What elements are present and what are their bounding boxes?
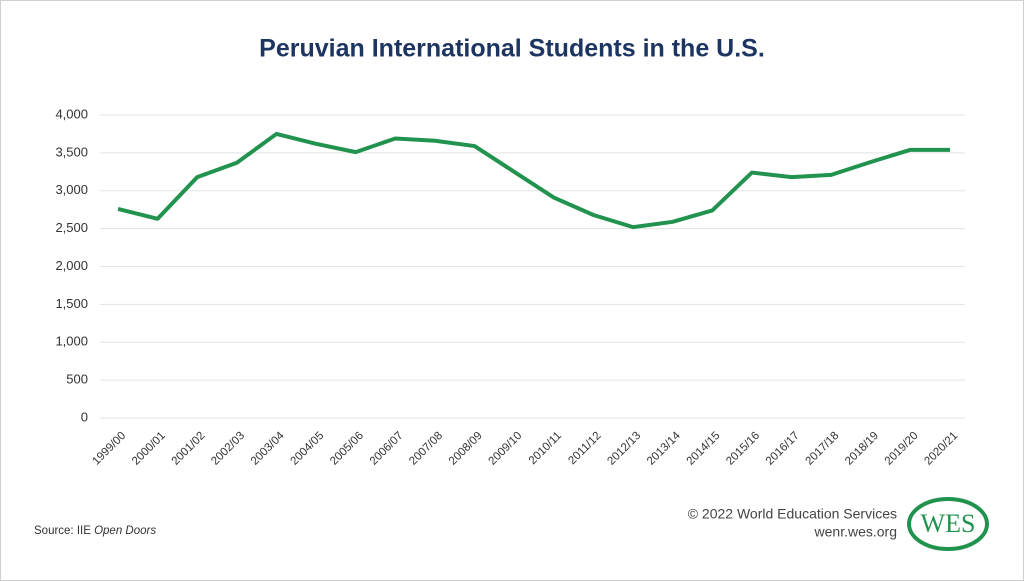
y-tick-label: 2,000 — [55, 258, 88, 273]
y-tick-label: 1,500 — [55, 296, 88, 311]
source-italic: Open Doors — [94, 525, 156, 537]
line — [117, 131, 950, 230]
source: Source: IIE Open Doors — [34, 525, 156, 537]
y-tick-label: 3,000 — [55, 182, 88, 197]
website: wenr.wes.org — [814, 524, 897, 540]
logo-ring — [907, 497, 989, 551]
y-tick-label: 4,000 — [55, 106, 88, 121]
chart-title: Peruvian International Students in the U… — [259, 35, 765, 63]
y-tick-label: 1,000 — [55, 334, 88, 349]
source-text: Source: IIE — [34, 525, 91, 537]
y-tick-label: 3,500 — [55, 144, 88, 159]
copyright: © 2022 World Education Services — [688, 506, 897, 522]
y-tick-label: 0 — [81, 409, 88, 424]
y-tick-label: 500 — [66, 372, 88, 387]
logo: WES — [921, 509, 976, 538]
y-tick-label: 2,500 — [55, 220, 88, 235]
